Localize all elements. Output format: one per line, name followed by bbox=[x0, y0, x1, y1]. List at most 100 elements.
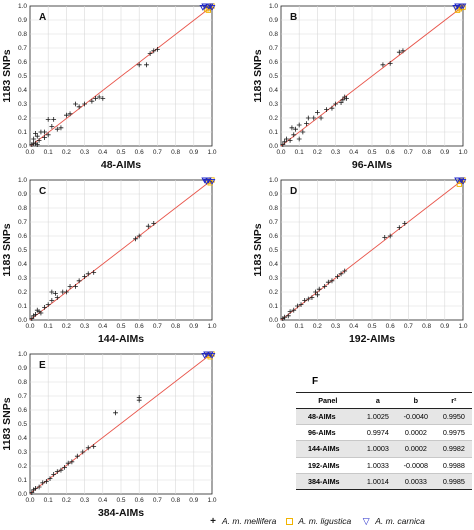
point-mellifera bbox=[296, 136, 302, 142]
cell-r2: 0.9950 bbox=[435, 408, 472, 426]
x-tick-label: 0.7 bbox=[404, 323, 413, 330]
point-mellifera bbox=[318, 115, 324, 121]
point-mellifera bbox=[51, 472, 57, 477]
point-mellifera bbox=[282, 139, 288, 145]
y-tick-label: 0.6 bbox=[18, 407, 27, 414]
point-mellifera bbox=[280, 142, 286, 147]
y-tick-label: 0.7 bbox=[269, 45, 278, 52]
point-mellifera bbox=[338, 100, 344, 105]
point-mellifera bbox=[31, 136, 37, 142]
point-mellifera bbox=[282, 314, 288, 320]
point-mellifera bbox=[324, 107, 329, 112]
x-tick-label: 0.8 bbox=[171, 149, 180, 156]
x-tick-label: 0.3 bbox=[331, 149, 340, 156]
cell-b: -0.0008 bbox=[395, 457, 436, 474]
point-mellifera bbox=[322, 284, 328, 289]
y-axis-label: 1183 SNPs bbox=[252, 49, 264, 102]
point-mellifera bbox=[335, 274, 340, 279]
y-tick-label: 0.9 bbox=[18, 17, 27, 24]
y-tick-label: 0.8 bbox=[269, 205, 278, 212]
point-mellifera bbox=[33, 131, 38, 136]
cell-a: 1.0033 bbox=[359, 457, 396, 474]
y-tick-label: 0.0 bbox=[18, 317, 27, 324]
point-mellifera bbox=[80, 449, 86, 455]
y-tick-label: 0.1 bbox=[18, 477, 27, 484]
point-mellifera bbox=[287, 138, 293, 143]
x-tick-label: 0.3 bbox=[331, 323, 340, 330]
point-mellifera bbox=[289, 125, 295, 131]
y-tick-label: 0.3 bbox=[269, 101, 278, 108]
y-tick-label: 0.7 bbox=[18, 45, 27, 52]
y-tick-label: 0.5 bbox=[269, 73, 278, 80]
x-tick-label: 0.6 bbox=[135, 149, 144, 156]
point-carnica bbox=[459, 178, 467, 185]
x-axis-label: 144-AIMs bbox=[98, 333, 144, 345]
point-mellifera bbox=[136, 233, 142, 239]
point-mellifera bbox=[91, 444, 97, 449]
y-tick-label: 0.9 bbox=[18, 191, 27, 198]
cell-panel: 192-AIMs bbox=[296, 457, 360, 474]
point-mellifera bbox=[34, 133, 40, 139]
x-tick-label: 0.5 bbox=[116, 149, 125, 156]
y-tick-label: 0.5 bbox=[18, 421, 27, 428]
point-mellifera bbox=[344, 96, 349, 101]
point-mellifera bbox=[73, 101, 78, 107]
point-carnica bbox=[201, 352, 209, 359]
y-tick-label: 0.4 bbox=[18, 261, 27, 268]
y-tick-label: 0.2 bbox=[18, 289, 27, 296]
point-mellifera bbox=[69, 459, 75, 465]
y-tick-label: 0.2 bbox=[18, 115, 27, 122]
scatter-panel-d: 0.00.0 0.1 0.1 0.2 0.2 0.3 0.3 0.4 0.4 0.5 0.5 0.6 0… bbox=[252, 177, 468, 345]
point-mellifera bbox=[51, 117, 57, 122]
header-r2: r² bbox=[435, 392, 472, 409]
table-row: 48-AIMs 1.0025 -0.0040 0.9950 bbox=[296, 408, 472, 426]
point-mellifera bbox=[29, 490, 35, 495]
x-tick-label: 0.9 bbox=[189, 497, 198, 504]
cell-panel: 96-AIMs bbox=[296, 424, 360, 442]
x-tick-label: 0.5 bbox=[367, 323, 376, 330]
point-mellifera bbox=[53, 291, 58, 296]
point-mellifera bbox=[74, 453, 80, 459]
point-mellifera bbox=[296, 122, 302, 128]
x-tick-label: 0.1 bbox=[295, 149, 304, 156]
y-tick-label: 0.8 bbox=[18, 205, 27, 212]
point-mellifera bbox=[293, 126, 298, 132]
point-mellifera bbox=[402, 221, 408, 226]
point-carnica bbox=[206, 351, 214, 358]
point-mellifera bbox=[62, 465, 67, 470]
point-mellifera bbox=[396, 225, 402, 230]
point-mellifera bbox=[54, 295, 60, 300]
x-tick-label: 0.1 bbox=[44, 323, 53, 330]
x-tick-label: 0.0 bbox=[25, 497, 34, 504]
point-mellifera bbox=[342, 268, 348, 274]
panel-letter: D bbox=[290, 186, 297, 197]
legend-label-ligustica: A. m. ligustica bbox=[298, 516, 352, 526]
y-tick-label: 0.7 bbox=[18, 219, 27, 226]
panel-letter: B bbox=[290, 12, 297, 23]
x-tick-label: 0.4 bbox=[349, 323, 358, 330]
point-carnica bbox=[203, 178, 210, 185]
point-mellifera bbox=[38, 310, 44, 316]
y-tick-label: 0.1 bbox=[269, 129, 278, 136]
x-tick-label: 0.8 bbox=[171, 323, 180, 330]
scatter-panel-a: 0.00.0 0.1 0.1 0.2 0.2 0.3 0.3 0.4 0.4 0.5 0.5 0.6 0… bbox=[1, 3, 217, 171]
x-tick-label: 0.9 bbox=[189, 323, 198, 330]
table-header-row: Panel a b r² bbox=[296, 392, 472, 409]
point-mellifera bbox=[49, 289, 55, 295]
x-tick-label: 0.4 bbox=[98, 323, 107, 330]
x-tick-label: 0.4 bbox=[98, 149, 107, 156]
x-tick-label: 0.1 bbox=[44, 497, 53, 504]
point-carnica bbox=[459, 3, 467, 10]
point-mellifera bbox=[33, 486, 38, 491]
y-tick-label: 0.5 bbox=[18, 247, 27, 254]
x-tick-label: 0.4 bbox=[349, 149, 358, 156]
y-tick-label: 0.0 bbox=[269, 317, 278, 324]
point-mellifera bbox=[43, 479, 49, 484]
x-tick-label: 1.0 bbox=[458, 149, 467, 156]
x-tick-label: 0.6 bbox=[135, 323, 144, 330]
y-tick-label: 0.9 bbox=[269, 17, 278, 24]
y-tick-label: 0.1 bbox=[18, 303, 27, 310]
cell-r2: 0.9985 bbox=[435, 473, 472, 490]
x-tick-label: 0.2 bbox=[62, 149, 71, 156]
point-mellifera bbox=[58, 467, 64, 473]
